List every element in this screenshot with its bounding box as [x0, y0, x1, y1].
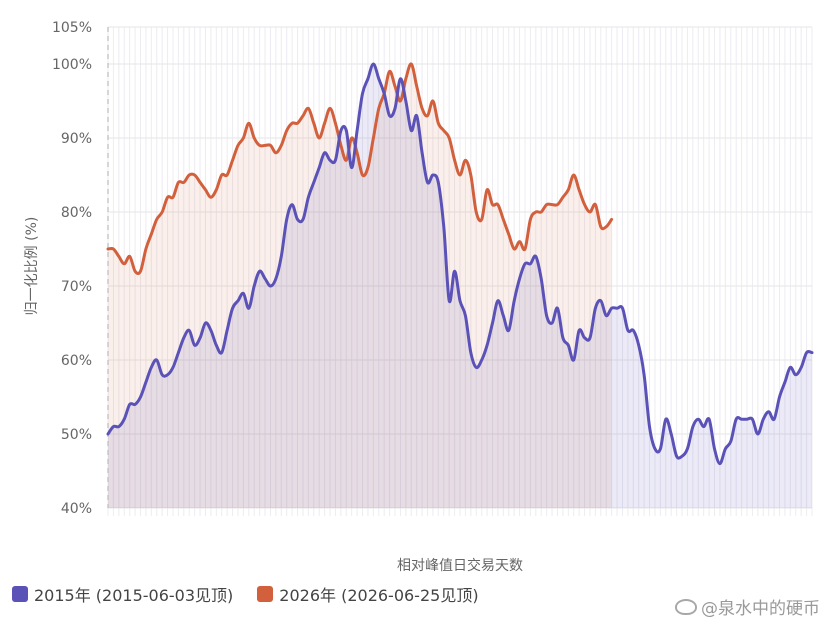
legend-swatch-2015	[12, 586, 28, 602]
legend: 2015年 (2015-06-03见顶) 2026年 (2026-06-25见顶…	[12, 582, 479, 606]
legend-swatch-2026	[257, 586, 274, 602]
legend-item-2026[interactable]: 2026年 (2026-06-25见顶)	[257, 582, 479, 606]
series-areas	[108, 63, 812, 508]
y-axis-ticks: 40% 50% 60% 70% 80% 90% 100% 105%	[52, 20, 92, 517]
legend-label-2015: 2015年 (2015-06-03见顶)	[34, 586, 234, 605]
series-area-2026	[108, 63, 612, 508]
series-area-2015	[108, 64, 812, 508]
x-axis-title: 相对峰值日交易天数	[397, 557, 523, 574]
y-tick-label: 100%	[52, 57, 92, 73]
y-tick-label: 90%	[61, 131, 92, 147]
legend-item-2015[interactable]: 2015年 (2015-06-03见顶)	[12, 582, 233, 606]
y-axis-title: 归一化比例 (%)	[23, 217, 40, 316]
watermark-text: @泉水中的硬币	[701, 599, 820, 619]
y-tick-label: 60%	[61, 353, 92, 369]
legend-label-2026: 2026年 (2026-06-25见顶)	[279, 586, 479, 605]
weibo-logo-icon	[675, 598, 697, 615]
y-tick-label: 80%	[61, 205, 92, 221]
y-tick-label: 105%	[52, 20, 92, 36]
horizontal-grid	[108, 26, 812, 509]
y-tick-label: 70%	[61, 279, 92, 295]
series-line-2026[interactable]	[106, 62, 614, 276]
y-tick-label: 50%	[61, 427, 92, 443]
series-lines	[106, 62, 814, 466]
series-line-2015[interactable]	[106, 62, 814, 466]
y-tick-label: 40%	[61, 501, 92, 517]
watermark: @泉水中的硬币	[675, 594, 820, 619]
chart-svg: 40% 50% 60% 70% 80% 90% 100% 105% 归一化比例 (%) 相对峰…	[23, 20, 814, 574]
